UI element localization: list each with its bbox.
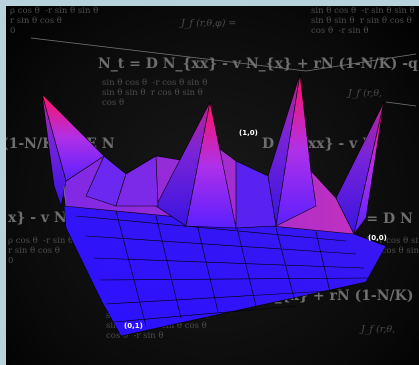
- axis-box: [30, 37, 417, 207]
- surface-spike-mid-face: [185, 101, 237, 229]
- corner-label-0-1: (0,1): [124, 322, 143, 330]
- surface-bump-2: [115, 155, 159, 207]
- corner-label-0-0: (0,0): [368, 234, 387, 242]
- floor-grid: [75, 210, 369, 327]
- surface-spike-left-face: [41, 93, 67, 208]
- jacobian-label-top: J_f (r,θ,φ) =: [181, 18, 237, 29]
- background-matrix-right: sin θ cos θ -r sin θ sin θ sin θ sin θ r…: [311, 6, 415, 36]
- surface-floor: [63, 205, 387, 337]
- surface-plot-image: N_t = D N_{xx} - v N_{x} + rN (1-N/K) -q…: [6, 6, 419, 365]
- background-matrix-top: ρ cos θ -r sin θ sin θ r sin θ cos θ 0: [10, 6, 99, 36]
- surface-spike-right-face: [353, 101, 385, 235]
- wireframe-surface: [30, 37, 417, 337]
- background-equation-1: N_t = D N_{xx} - v N_{x} + rN (1-N/K) -q…: [98, 56, 419, 72]
- background-matrix-mid: sin θ cos θ -r cos θ sin θ sin θ sin θ r…: [102, 78, 208, 108]
- corner-label-1-0: (1,0): [239, 129, 258, 137]
- surface-spike-tall-face: [275, 73, 317, 227]
- jacobian-label-right: J_f (r,θ,: [348, 88, 383, 99]
- surface-bump-3: [235, 160, 277, 229]
- jacobian-label-bottom: J_f (r,θ,: [361, 324, 396, 335]
